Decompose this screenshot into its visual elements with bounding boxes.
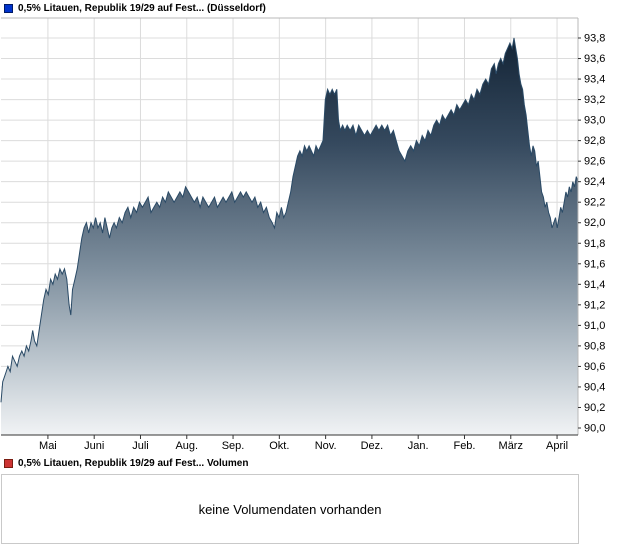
- svg-text:93,8: 93,8: [584, 33, 605, 45]
- svg-text:92,2: 92,2: [584, 197, 605, 209]
- svg-text:90,4: 90,4: [584, 381, 605, 393]
- svg-text:Jan.: Jan.: [408, 440, 429, 452]
- svg-text:93,0: 93,0: [584, 115, 605, 127]
- svg-text:Sep.: Sep.: [222, 440, 245, 452]
- svg-text:Feb.: Feb.: [453, 440, 475, 452]
- svg-text:Aug.: Aug.: [175, 440, 198, 452]
- svg-text:März: März: [499, 440, 523, 452]
- svg-text:Juli: Juli: [132, 440, 149, 452]
- price-legend: 0,5% Litauen, Republik 19/29 auf Fest...…: [4, 3, 266, 14]
- svg-text:91,0: 91,0: [584, 320, 605, 332]
- svg-text:93,6: 93,6: [584, 53, 605, 65]
- svg-text:91,2: 91,2: [584, 299, 605, 311]
- price-area: [1, 38, 578, 435]
- volume-legend-label: 0,5% Litauen, Republik 19/29 auf Fest...…: [18, 458, 249, 469]
- svg-text:90,0: 90,0: [584, 423, 605, 435]
- svg-text:92,4: 92,4: [584, 176, 605, 188]
- svg-text:91,6: 91,6: [584, 258, 605, 270]
- price-line: [0, 37, 579, 403]
- svg-text:93,2: 93,2: [584, 94, 605, 106]
- price-legend-label: 0,5% Litauen, Republik 19/29 auf Fest...…: [18, 3, 266, 14]
- svg-text:Nov.: Nov.: [315, 440, 337, 452]
- svg-text:92,8: 92,8: [584, 135, 605, 147]
- price-chart[interactable]: 93,8 93,6 93,4 93,2 93,0 92,8 92,6 92,4 92,2 92,0…: [0, 0, 620, 452]
- price-series-marker-icon: [4, 4, 13, 13]
- svg-text:92,6: 92,6: [584, 156, 605, 168]
- svg-text:Mai: Mai: [39, 440, 57, 452]
- volume-legend: 0,5% Litauen, Republik 19/29 auf Fest...…: [4, 458, 248, 469]
- svg-text:April: April: [546, 440, 568, 452]
- svg-text:91,8: 91,8: [584, 238, 605, 250]
- x-axis-labels: Mai Juni Juli Aug. Sep. Okt. Nov. Dez. Jan. Feb. M…: [39, 435, 568, 452]
- svg-text:Juni: Juni: [84, 440, 104, 452]
- volume-series-marker-icon: [4, 459, 13, 468]
- svg-text:92,0: 92,0: [584, 217, 605, 229]
- svg-text:Okt.: Okt.: [269, 440, 289, 452]
- svg-text:93,4: 93,4: [584, 74, 605, 86]
- svg-text:90,6: 90,6: [584, 361, 605, 373]
- svg-text:Dez.: Dez.: [361, 440, 384, 452]
- volume-message: keine Volumendaten vorhanden: [198, 501, 382, 517]
- volume-panel: keine Volumendaten vorhanden: [1, 474, 579, 544]
- svg-text:91,4: 91,4: [584, 279, 605, 291]
- svg-text:90,8: 90,8: [584, 340, 605, 352]
- svg-text:90,2: 90,2: [584, 402, 605, 414]
- y-axis-labels: 93,8 93,6 93,4 93,2 93,0 92,8 92,6 92,4 92,2 92,0…: [578, 33, 605, 435]
